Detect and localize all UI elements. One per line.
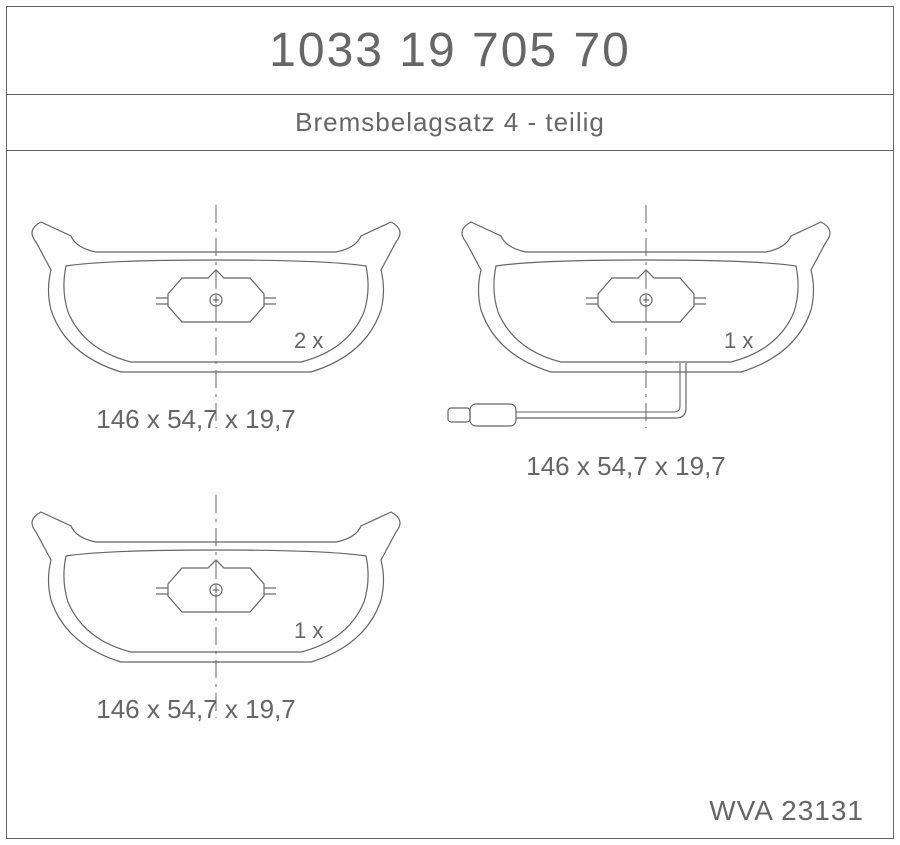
technical-drawing-sheet: 1033 19 705 70 Bremsbelagsatz 4 - teilig… xyxy=(0,0,900,845)
header-box: 1033 19 705 70 xyxy=(6,6,894,95)
wva-code: WVA 23131 xyxy=(709,795,864,827)
subtitle: Bremsbelagsatz 4 - teilig xyxy=(295,107,605,138)
qty-label: 1 x xyxy=(724,328,753,353)
drawing-canvas: 2 x 146 x 54,7 x 19,7 1 x 146 x 54,7 x 19,7… xyxy=(6,150,894,839)
part-number: 1033 19 705 70 xyxy=(269,23,631,78)
drawing-svg: 2 x 146 x 54,7 x 19,7 1 x 146 x 54,7 x 19,7… xyxy=(6,150,894,839)
qty-label: 1 x xyxy=(294,618,323,643)
qty-label: 2 x xyxy=(294,328,323,353)
dimensions-label: 146 x 54,7 x 19,7 xyxy=(96,694,295,724)
sub-header-box: Bremsbelagsatz 4 - teilig xyxy=(6,94,894,151)
dimensions-label: 146 x 54,7 x 19,7 xyxy=(526,451,725,481)
dimensions-label: 146 x 54,7 x 19,7 xyxy=(96,404,295,434)
